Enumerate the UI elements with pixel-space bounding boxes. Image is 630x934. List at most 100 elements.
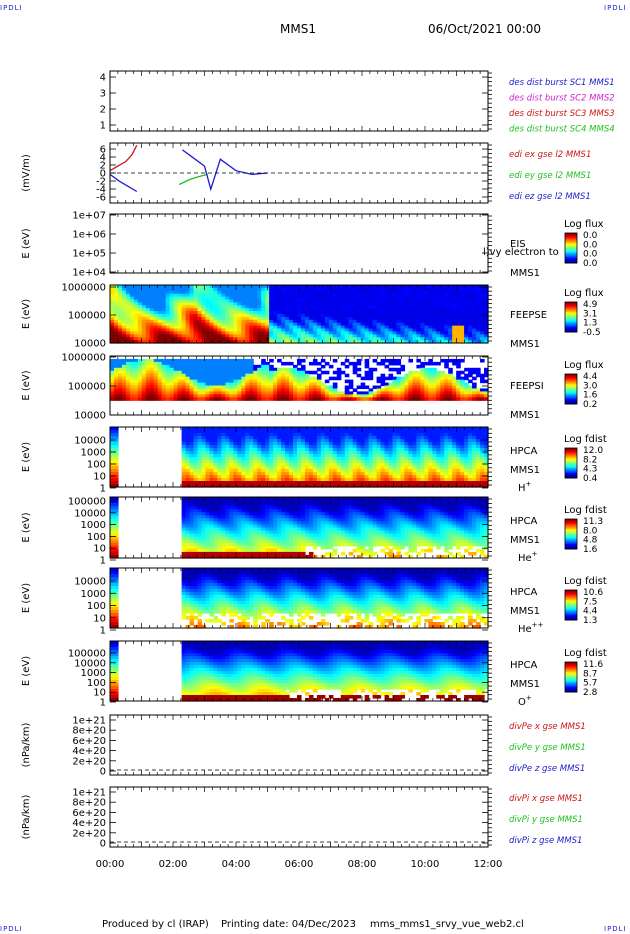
spectrogram-cell bbox=[161, 394, 167, 398]
spectrogram-cell bbox=[277, 328, 282, 332]
spectrogram-cell bbox=[181, 484, 187, 488]
spectrogram-cell bbox=[364, 451, 370, 455]
spectrogram-cell bbox=[217, 475, 223, 479]
spectrogram-cell bbox=[380, 463, 386, 467]
spectrogram-cell bbox=[125, 391, 131, 395]
spectrogram-cell bbox=[249, 445, 254, 449]
spectrogram-cell bbox=[304, 337, 310, 341]
spectrogram-cell bbox=[265, 445, 270, 449]
spectrogram-cell bbox=[245, 328, 250, 332]
spectrogram-cell bbox=[384, 382, 390, 387]
spectrogram-cell bbox=[165, 391, 171, 395]
spectrogram-cell bbox=[340, 361, 346, 366]
spectrogram-cell bbox=[404, 328, 410, 332]
spectrogram-cell bbox=[201, 376, 207, 381]
spectrogram-cell bbox=[193, 433, 199, 437]
spectrogram-cell bbox=[420, 285, 425, 289]
spectrogram-cell bbox=[348, 305, 354, 309]
spectrogram-cell bbox=[372, 454, 378, 458]
spectrogram-cell bbox=[110, 382, 115, 387]
spectrogram-cell bbox=[364, 361, 370, 366]
spectrogram-cell bbox=[312, 427, 318, 431]
spectrogram-cell bbox=[316, 391, 322, 395]
spectrogram-cell bbox=[241, 463, 246, 467]
spectrogram-cell bbox=[392, 472, 398, 476]
spectrogram-cell bbox=[388, 439, 394, 443]
spectrogram-cell bbox=[261, 376, 266, 381]
spectrogram-cell bbox=[388, 391, 394, 395]
spectrogram-cell bbox=[428, 379, 433, 384]
spectrogram-cell bbox=[304, 472, 310, 476]
spectrogram-cell bbox=[221, 457, 226, 461]
spectrogram-cell bbox=[277, 367, 282, 372]
spectrogram-cell bbox=[404, 305, 410, 309]
spectrogram-cell bbox=[424, 388, 429, 392]
spectrogram-cell bbox=[364, 299, 370, 303]
spectrogram-cell bbox=[372, 293, 378, 298]
spectrogram-cell bbox=[185, 433, 191, 437]
spectrogram-cell bbox=[257, 433, 262, 437]
spectrogram-cell bbox=[213, 367, 219, 372]
colorbar-cell bbox=[565, 245, 577, 248]
spectrogram-cell bbox=[165, 305, 171, 309]
spectrogram-cell bbox=[113, 451, 119, 455]
spectrogram-cell bbox=[269, 457, 274, 461]
spectrogram-cell bbox=[304, 397, 310, 401]
spectrogram-cell bbox=[225, 466, 230, 470]
spectrogram-cell bbox=[185, 460, 191, 464]
spectrogram-cell bbox=[229, 285, 234, 289]
colorbar-cell bbox=[565, 238, 577, 240]
spectrogram-cell bbox=[316, 394, 322, 398]
spectrogram-cell bbox=[281, 451, 286, 455]
spectrogram-cell bbox=[221, 439, 226, 443]
spectrogram-cell bbox=[189, 397, 195, 401]
spectrogram-cell bbox=[285, 385, 290, 390]
spectrogram-cell bbox=[320, 433, 326, 437]
spectrogram-cell bbox=[448, 285, 453, 289]
spectrogram-cell bbox=[328, 337, 334, 341]
spectrogram-cell bbox=[428, 358, 433, 363]
spectrogram-cell bbox=[420, 364, 425, 369]
spectrogram-cell bbox=[237, 466, 242, 470]
spectrogram-cell bbox=[110, 379, 115, 384]
spectrogram-cell bbox=[384, 376, 390, 381]
spectrogram-cell bbox=[348, 325, 354, 330]
spectrogram-cell bbox=[157, 331, 163, 335]
spectrogram-cell bbox=[352, 370, 358, 375]
spectrogram-cell bbox=[444, 296, 449, 301]
spectrogram-cell bbox=[225, 484, 230, 488]
spectrogram-cell bbox=[129, 308, 135, 312]
spectrogram-cell bbox=[388, 328, 394, 332]
spectrogram-cell bbox=[261, 331, 266, 335]
spectrogram-cell bbox=[133, 311, 139, 315]
spectrogram-cell bbox=[324, 472, 330, 476]
spectrogram-cell bbox=[468, 367, 473, 372]
spectrogram-cell bbox=[480, 397, 485, 401]
spectrogram-cell bbox=[360, 466, 366, 470]
spectrogram-cell bbox=[229, 445, 234, 449]
spectrogram-cell bbox=[241, 316, 246, 321]
spectrogram-cell bbox=[217, 436, 223, 440]
spectrogram-cell bbox=[193, 442, 199, 446]
spectrogram-cell bbox=[412, 331, 417, 335]
spectrogram-cell bbox=[464, 340, 469, 344]
spectrogram-cell bbox=[408, 436, 413, 440]
spectrogram-cell bbox=[185, 463, 191, 467]
spectrogram-cell bbox=[352, 427, 358, 431]
spectrogram-cell bbox=[408, 376, 413, 381]
spectrogram-cell bbox=[384, 296, 390, 301]
spectrogram-cell bbox=[472, 340, 477, 344]
spectrogram-cell bbox=[145, 367, 151, 372]
spectrogram-cell bbox=[293, 305, 298, 309]
spectrogram-cell bbox=[241, 457, 246, 461]
spectrogram-cell bbox=[185, 379, 191, 384]
spectrogram-cell bbox=[285, 367, 290, 372]
spectrogram-cell bbox=[217, 370, 223, 375]
spectrogram-cell bbox=[249, 481, 254, 485]
spectrogram-cell bbox=[400, 448, 406, 452]
spectrogram-cell bbox=[384, 287, 390, 292]
spectrogram-cell bbox=[308, 305, 314, 309]
spectrogram-cell bbox=[257, 293, 262, 298]
spectrogram-cell bbox=[468, 337, 473, 341]
spectrogram-cell bbox=[209, 364, 215, 369]
